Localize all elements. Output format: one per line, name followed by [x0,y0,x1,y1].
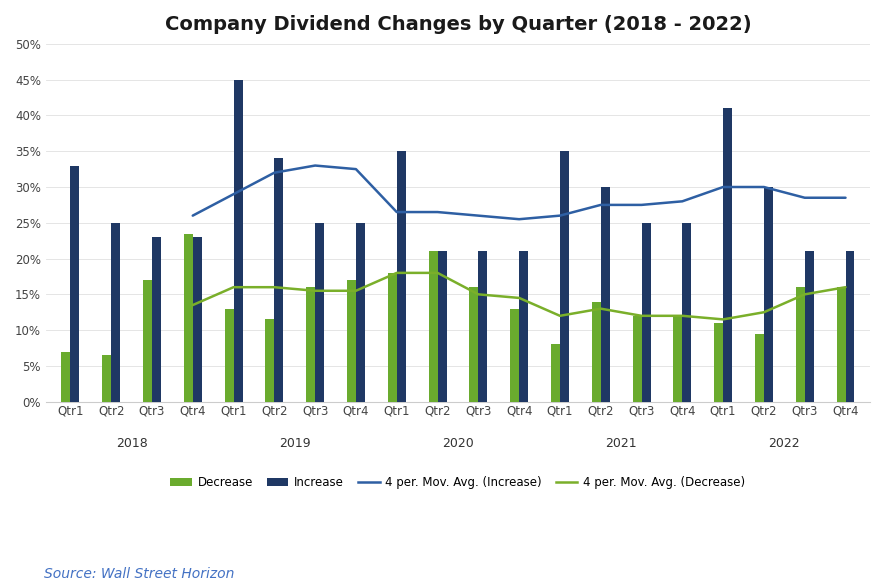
Bar [804,251,813,402]
Bar [143,280,152,402]
Bar [315,223,324,402]
Bar [642,223,650,402]
Bar [633,316,642,402]
Bar [347,280,356,402]
Legend: Decrease, Increase, 4 per. Mov. Avg. (Increase), 4 per. Mov. Avg. (Decrease): Decrease, Increase, 4 per. Mov. Avg. (In… [171,476,745,489]
Bar [61,352,70,402]
Bar [184,234,193,402]
Text: 2018: 2018 [116,437,148,450]
Bar [510,309,519,402]
Text: 2022: 2022 [768,437,800,450]
Bar [478,251,488,402]
Bar [70,166,80,402]
Text: 2020: 2020 [442,437,473,450]
Bar [388,273,396,402]
Bar [193,237,202,402]
Bar [356,223,365,402]
Bar [723,108,732,402]
Bar [764,187,773,402]
Bar [755,333,764,402]
Bar [102,355,112,402]
Text: Source: Wall Street Horizon: Source: Wall Street Horizon [44,567,235,581]
Text: 2019: 2019 [279,437,311,450]
Bar [274,158,283,402]
Bar [428,251,437,402]
Bar [112,223,120,402]
Bar [225,309,234,402]
Bar [469,287,478,402]
Bar [673,316,682,402]
Bar [266,319,274,402]
Text: 2021: 2021 [605,437,637,450]
Bar [437,251,447,402]
Bar [682,223,691,402]
Bar [845,251,855,402]
Bar [796,287,804,402]
Bar [560,151,569,402]
Bar [714,323,723,402]
Bar [234,80,242,402]
Bar [551,345,560,402]
Bar [519,251,528,402]
Bar [601,187,610,402]
Bar [152,237,161,402]
Bar [396,151,405,402]
Bar [836,287,845,402]
Bar [306,287,315,402]
Bar [592,302,601,402]
Title: Company Dividend Changes by Quarter (2018 - 2022): Company Dividend Changes by Quarter (201… [165,15,751,34]
